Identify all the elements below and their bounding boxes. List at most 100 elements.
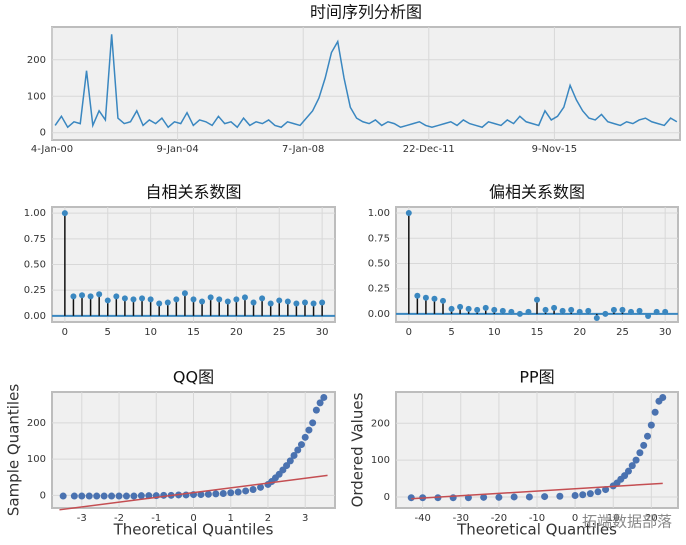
point xyxy=(579,491,587,499)
subplot: 时间序列分析图 4-Jan-00 9-Jan-04 7-Jan-08 22-Dec-11… xyxy=(27,3,681,155)
stem-marker xyxy=(87,293,94,300)
stem-marker xyxy=(79,292,86,299)
y-tick-label: 0.50 xyxy=(24,260,46,271)
stem-marker xyxy=(113,293,120,300)
x-tick-label: 0 xyxy=(572,513,578,524)
y-tick-label: 0 xyxy=(40,128,46,139)
point xyxy=(594,488,602,496)
point xyxy=(130,492,138,500)
stem-marker xyxy=(465,305,472,312)
x-axis-label: Theoretical Quantiles xyxy=(456,521,617,539)
y-tick-label: 0.25 xyxy=(368,284,390,295)
stem-marker xyxy=(259,295,266,302)
stem-marker xyxy=(241,294,248,301)
x-tick-label: 25 xyxy=(273,327,286,338)
x-tick-label: 3 xyxy=(302,513,308,524)
point xyxy=(449,494,457,502)
point xyxy=(115,492,123,500)
y-tick-label: 0.50 xyxy=(368,258,390,269)
x-tick-label: 9-Nov-15 xyxy=(532,144,578,155)
y-tick-label: 200 xyxy=(371,418,390,429)
x-tick-label: 0 xyxy=(190,513,196,524)
point xyxy=(602,486,610,494)
watermark: 拓端数据部落 xyxy=(582,513,672,531)
x-tick-label: 20 xyxy=(230,327,243,338)
stem-marker xyxy=(482,304,489,311)
point xyxy=(480,493,488,501)
stem-marker xyxy=(199,298,206,305)
x-tick-label: 9-Jan-04 xyxy=(156,144,198,155)
x-tick-label: 10 xyxy=(607,513,620,524)
subplot-title: 时间序列分析图 xyxy=(310,3,422,22)
point xyxy=(510,493,518,501)
point xyxy=(227,489,235,497)
stem-marker xyxy=(224,298,231,305)
point xyxy=(571,491,579,499)
plot-area xyxy=(51,26,681,141)
stem-marker xyxy=(645,312,652,319)
point xyxy=(651,408,659,416)
point xyxy=(59,492,67,500)
point xyxy=(100,492,108,500)
y-axis-label: Ordered Values xyxy=(349,392,367,507)
point xyxy=(242,487,250,495)
x-tick-label: 0 xyxy=(62,327,68,338)
x-tick-label: -20 xyxy=(491,513,507,524)
point xyxy=(644,432,652,440)
subplot: 自相关系数图 0 5 10 15 20 25 30 0.00 0.25 0.50 0.75 1.00 xyxy=(24,183,336,338)
x-tick-label: -3 xyxy=(77,513,87,524)
subplot: 偏相关系数图 0 5 10 15 20 25 30 0.00 0.25 0.50 0.75 1.00 xyxy=(368,183,679,338)
stem-marker xyxy=(568,306,575,313)
point xyxy=(283,462,291,470)
stem-marker xyxy=(207,294,214,301)
point xyxy=(294,446,302,454)
point xyxy=(197,491,205,499)
subplot-title: 偏相关系数图 xyxy=(489,183,585,202)
stem-marker xyxy=(440,297,446,304)
point xyxy=(312,406,320,414)
point xyxy=(70,492,78,500)
point xyxy=(122,492,130,500)
stem-marker xyxy=(525,308,532,315)
stem-marker xyxy=(593,314,600,321)
y-tick-label: 100 xyxy=(27,454,46,465)
x-tick-label: -2 xyxy=(114,513,124,524)
point xyxy=(624,467,632,475)
x-tick-label: 4-Jan-00 xyxy=(31,144,73,155)
point xyxy=(85,492,93,500)
point xyxy=(628,462,636,470)
stem-marker xyxy=(139,295,146,302)
x-tick-label: 7-Jan-08 xyxy=(282,144,324,155)
stem-marker xyxy=(516,310,523,317)
y-tick-label: 0.75 xyxy=(24,234,46,245)
point xyxy=(640,441,648,449)
x-tick-label: 10 xyxy=(144,327,157,338)
stem-marker xyxy=(542,306,549,313)
y-tick-label: 0.75 xyxy=(368,233,390,244)
x-axis-label: Theoretical Quantiles xyxy=(113,521,274,539)
x-tick-label: 25 xyxy=(616,327,629,338)
point xyxy=(108,492,116,500)
point xyxy=(286,457,294,465)
stem-marker xyxy=(653,308,660,315)
y-tick-label: 100 xyxy=(27,91,46,102)
point xyxy=(219,490,227,497)
y-tick-label: 0 xyxy=(40,490,46,501)
x-tick-label: 15 xyxy=(531,327,544,338)
stem-marker xyxy=(147,296,154,303)
x-tick-label: 10 xyxy=(488,327,501,338)
stem-marker xyxy=(301,299,308,306)
stem-marker xyxy=(173,296,180,303)
point xyxy=(407,494,415,502)
point xyxy=(309,419,317,427)
stem-marker xyxy=(233,296,240,303)
stem-marker xyxy=(156,300,163,307)
y-tick-label: 100 xyxy=(371,455,390,466)
stem-marker xyxy=(414,292,421,299)
point xyxy=(525,493,533,501)
y-tick-label: 0.00 xyxy=(24,311,46,322)
stem-marker xyxy=(310,300,317,307)
subplot-title: QQ图 xyxy=(173,368,214,387)
